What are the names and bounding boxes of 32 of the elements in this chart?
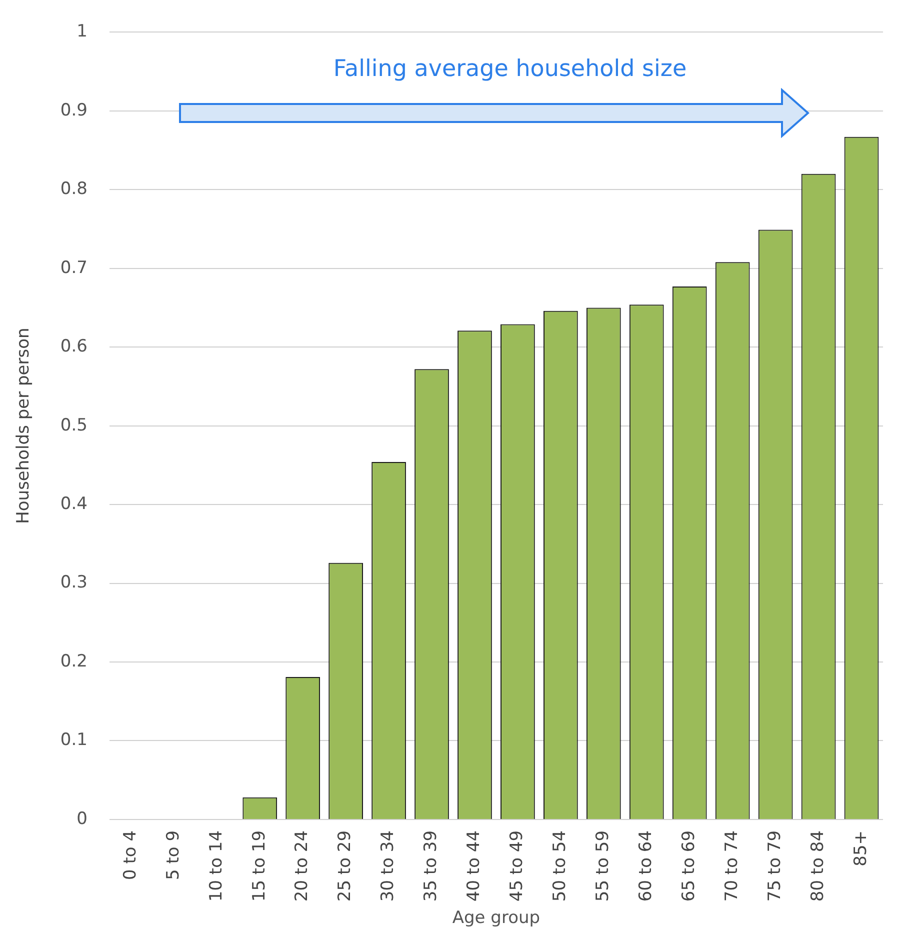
- x-axis-title: Age group: [452, 908, 540, 928]
- x-tick-label: 50 to 54: [550, 830, 570, 902]
- y-tick-label: 0.2: [60, 651, 88, 672]
- x-tick-label: 5 to 9: [163, 830, 184, 880]
- x-tick-label: 55 to 59: [593, 830, 614, 902]
- x-tick-label: 30 to 34: [378, 830, 398, 902]
- x-tick-label: 65 to 69: [679, 830, 700, 902]
- x-tick-label: 15 to 19: [249, 830, 270, 902]
- y-tick-label: 0.3: [60, 572, 88, 593]
- y-tick-label: 0.1: [60, 730, 88, 750]
- y-tick-label: 0.5: [60, 415, 88, 436]
- x-tick-label: 80 to 84: [808, 830, 828, 902]
- x-tick-label: 60 to 64: [636, 830, 656, 902]
- x-tick-label: 85+: [850, 830, 871, 866]
- x-tick-label: 0 to 4: [120, 830, 140, 880]
- y-tick-label: 1: [76, 22, 88, 42]
- y-tick-label: 0.4: [60, 494, 88, 514]
- x-tick-label: 75 to 79: [764, 830, 785, 902]
- x-tick-label: 45 to 49: [507, 830, 528, 902]
- x-tick-label: 10 to 14: [206, 830, 226, 902]
- x-tick-label: 20 to 24: [292, 830, 312, 902]
- x-tick-label: 25 to 29: [335, 830, 356, 902]
- y-tick-label: 0.7: [60, 258, 88, 278]
- y-tick-label: 0: [76, 808, 88, 829]
- x-tick-label: 70 to 74: [722, 830, 742, 902]
- x-tick-label: 35 to 39: [421, 830, 442, 902]
- y-tick-label: 0.9: [60, 100, 88, 120]
- y-axis-title: Households per person: [14, 328, 34, 524]
- annotation: Falling average household size: [332, 56, 688, 82]
- y-tick-label: 0.6: [60, 336, 88, 357]
- y-tick-label: 0.8: [60, 179, 88, 200]
- x-tick-label: 40 to 44: [464, 830, 484, 902]
